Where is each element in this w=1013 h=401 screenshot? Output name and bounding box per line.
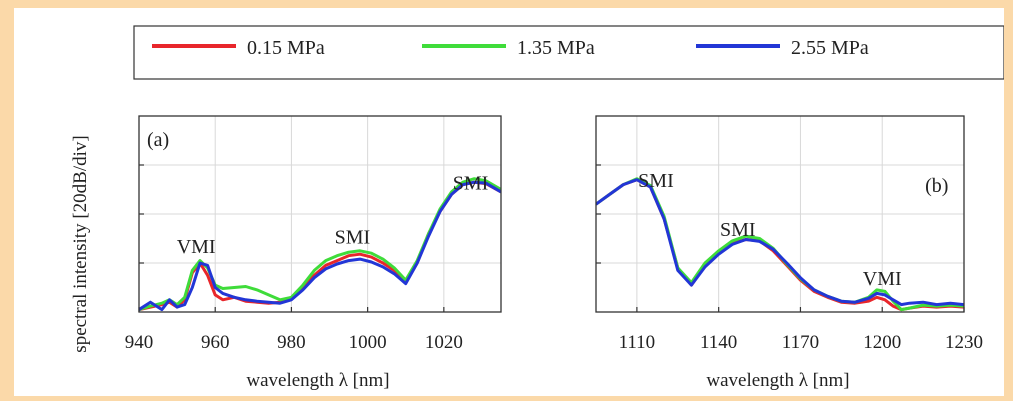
annotation-b-0: SMI	[638, 170, 674, 192]
x-tick-label-a-4: 1020	[425, 332, 463, 353]
x-tick-label-b-0: 1110	[619, 332, 656, 353]
figure-frame: 0.15 MPa 1.35 MPa 2.55 MPa spectral inte…	[14, 8, 1005, 396]
x-tick-label-a-1: 960	[201, 332, 230, 353]
legend-label-0: 0.15 MPa	[247, 37, 325, 59]
legend-label-2: 2.55 MPa	[791, 37, 869, 59]
x-axis-label-a: wavelength λ [nm]	[246, 370, 389, 391]
annotation-a-2: SMI	[453, 173, 489, 195]
chart-figure: 0.15 MPa 1.35 MPa 2.55 MPa spectral inte…	[70, 25, 1005, 391]
x-tick-label-a-0: 940	[125, 332, 154, 353]
x-tick-label-a-2: 980	[277, 332, 306, 353]
series-line-b-1	[596, 177, 964, 312]
legend-label-1: 1.35 MPa	[517, 37, 595, 59]
annotation-a-1: SMI	[335, 226, 371, 248]
legend: 0.15 MPa 1.35 MPa 2.55 MPa	[133, 25, 1005, 80]
x-axis-label-b: wavelength λ [nm]	[706, 370, 849, 391]
series-line-b-2	[596, 178, 964, 307]
x-tick-label-a-3: 1000	[349, 332, 387, 353]
panel-label-a: (a)	[147, 129, 169, 151]
x-tick-label-b-2: 1170	[782, 332, 819, 353]
x-tick-label-b-4: 1230	[945, 332, 983, 353]
annotation-b-2: VMI	[863, 268, 902, 290]
series-line-a-2	[139, 180, 501, 312]
x-tick-label-b-1: 1140	[700, 332, 737, 353]
y-axis-label: spectral intensity [20dB/div]	[70, 135, 91, 352]
annotation-b-1: SMI	[720, 219, 756, 241]
annotation-b-3: (b)	[925, 175, 948, 197]
series-line-b-0	[596, 178, 964, 312]
legend-box	[133, 25, 1005, 80]
panel-b: 1110 1140 1170 1200 1230 SMI SMI VMI (b)	[595, 115, 983, 353]
panel-a: 940 960 980 1000 1020 (a) VMI SMI SMI	[125, 115, 502, 353]
annotation-a-0: VMI	[177, 236, 216, 258]
x-tick-label-b-3: 1200	[863, 332, 901, 353]
